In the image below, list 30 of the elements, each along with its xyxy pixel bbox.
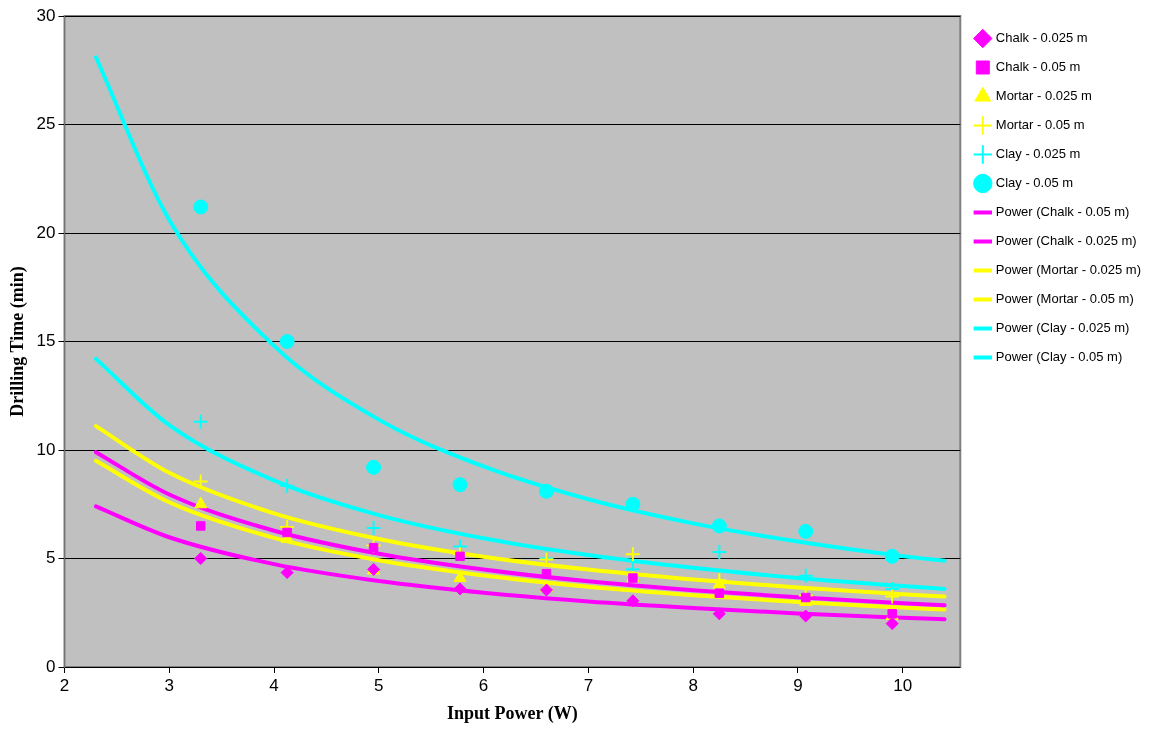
y-tick-label: 25 [36, 114, 56, 134]
legend-label: Mortar - 0.025 m [995, 88, 1092, 104]
y-tick-label: 30 [36, 5, 56, 25]
y-tick-label: 5 [46, 548, 56, 568]
legend-label: Power (Chalk - 0.05 m) [995, 204, 1130, 220]
x-tick-label: 9 [793, 675, 803, 695]
legend-label: Clay - 0.05 m [995, 175, 1074, 191]
x-tick-label: 7 [583, 675, 594, 695]
legend-label: Chalk - 0.025 m [995, 30, 1088, 46]
y-tick-label: 20 [36, 222, 56, 242]
legend-label: Clay - 0.025 m [995, 146, 1081, 162]
legend-label: Power (Chalk - 0.025 m) [995, 233, 1137, 249]
y-tick-label: 15 [36, 331, 56, 351]
y-tick-label: 0 [46, 656, 56, 676]
x-axis-title: Input Power (W) [447, 702, 578, 724]
x-tick-label: 5 [374, 675, 384, 695]
legend-label: Power (Mortar - 0.025 m) [995, 262, 1141, 278]
legend-label: Power (Clay - 0.025 m) [995, 320, 1130, 336]
legend-label: Power (Clay - 0.05 m) [995, 349, 1123, 365]
legend-label: Power (Mortar - 0.05 m) [995, 291, 1134, 307]
legend-label: Mortar - 0.05 m [995, 117, 1085, 133]
y-axis-title: Drilling Time (min) [7, 266, 29, 417]
legend-label: Chalk - 0.05 m [995, 59, 1081, 75]
x-tick-label: 6 [478, 675, 489, 695]
x-tick-label: 8 [688, 675, 698, 695]
x-tick-label: 3 [164, 675, 175, 695]
x-tick-label: 2 [59, 675, 70, 695]
x-tick-label: 4 [269, 675, 279, 695]
y-tick-label: 10 [36, 439, 56, 459]
x-tick-label: 10 [893, 675, 913, 695]
